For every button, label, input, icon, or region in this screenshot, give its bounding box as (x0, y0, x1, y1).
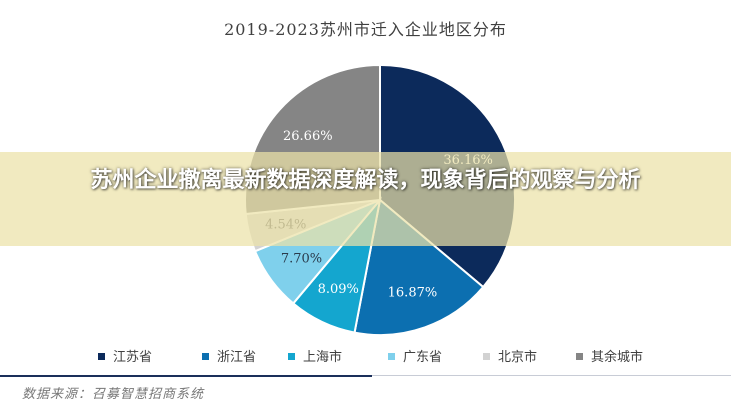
legend-label: 上海市 (303, 350, 343, 365)
source-divider-light (372, 375, 731, 376)
legend-item-1: 浙江省 (202, 346, 256, 365)
chart-legend: 江苏省 浙江省 上海市 广东省 北京市 其余城市 (98, 346, 698, 365)
pie-slice-label-2: 8.09% (318, 282, 359, 297)
headline-banner (0, 152, 731, 246)
legend-item-3: 广东省 (388, 346, 442, 365)
legend-label: 江苏省 (113, 350, 153, 365)
pie-slice-label-1: 16.87% (388, 286, 438, 301)
pie-slice-label-5: 26.66% (283, 129, 333, 144)
legend-label: 其余城市 (591, 350, 644, 365)
legend-label: 浙江省 (217, 350, 257, 365)
legend-swatch (576, 353, 583, 360)
legend-label: 北京市 (498, 350, 538, 365)
data-source-note: 数据来源：召募智慧招商系统 (22, 387, 205, 402)
legend-item-5: 其余城市 (576, 346, 643, 365)
source-divider (0, 375, 372, 377)
legend-swatch (388, 353, 395, 360)
chart-title: 2019-2023苏州市迁入企业地区分布 (224, 20, 507, 39)
article-headline[interactable]: 苏州企业撤离最新数据深度解读，现象背后的观察与分析 (90, 168, 641, 193)
legend-item-2: 上海市 (288, 346, 342, 365)
legend-label: 广东省 (403, 350, 443, 365)
legend-swatch (202, 353, 209, 360)
legend-swatch (288, 353, 295, 360)
pie-slice-label-3: 7.70% (281, 251, 322, 266)
legend-item-0: 江苏省 (98, 346, 152, 365)
legend-swatch (98, 353, 105, 360)
legend-item-4: 北京市 (483, 346, 537, 365)
legend-swatch (483, 353, 490, 360)
